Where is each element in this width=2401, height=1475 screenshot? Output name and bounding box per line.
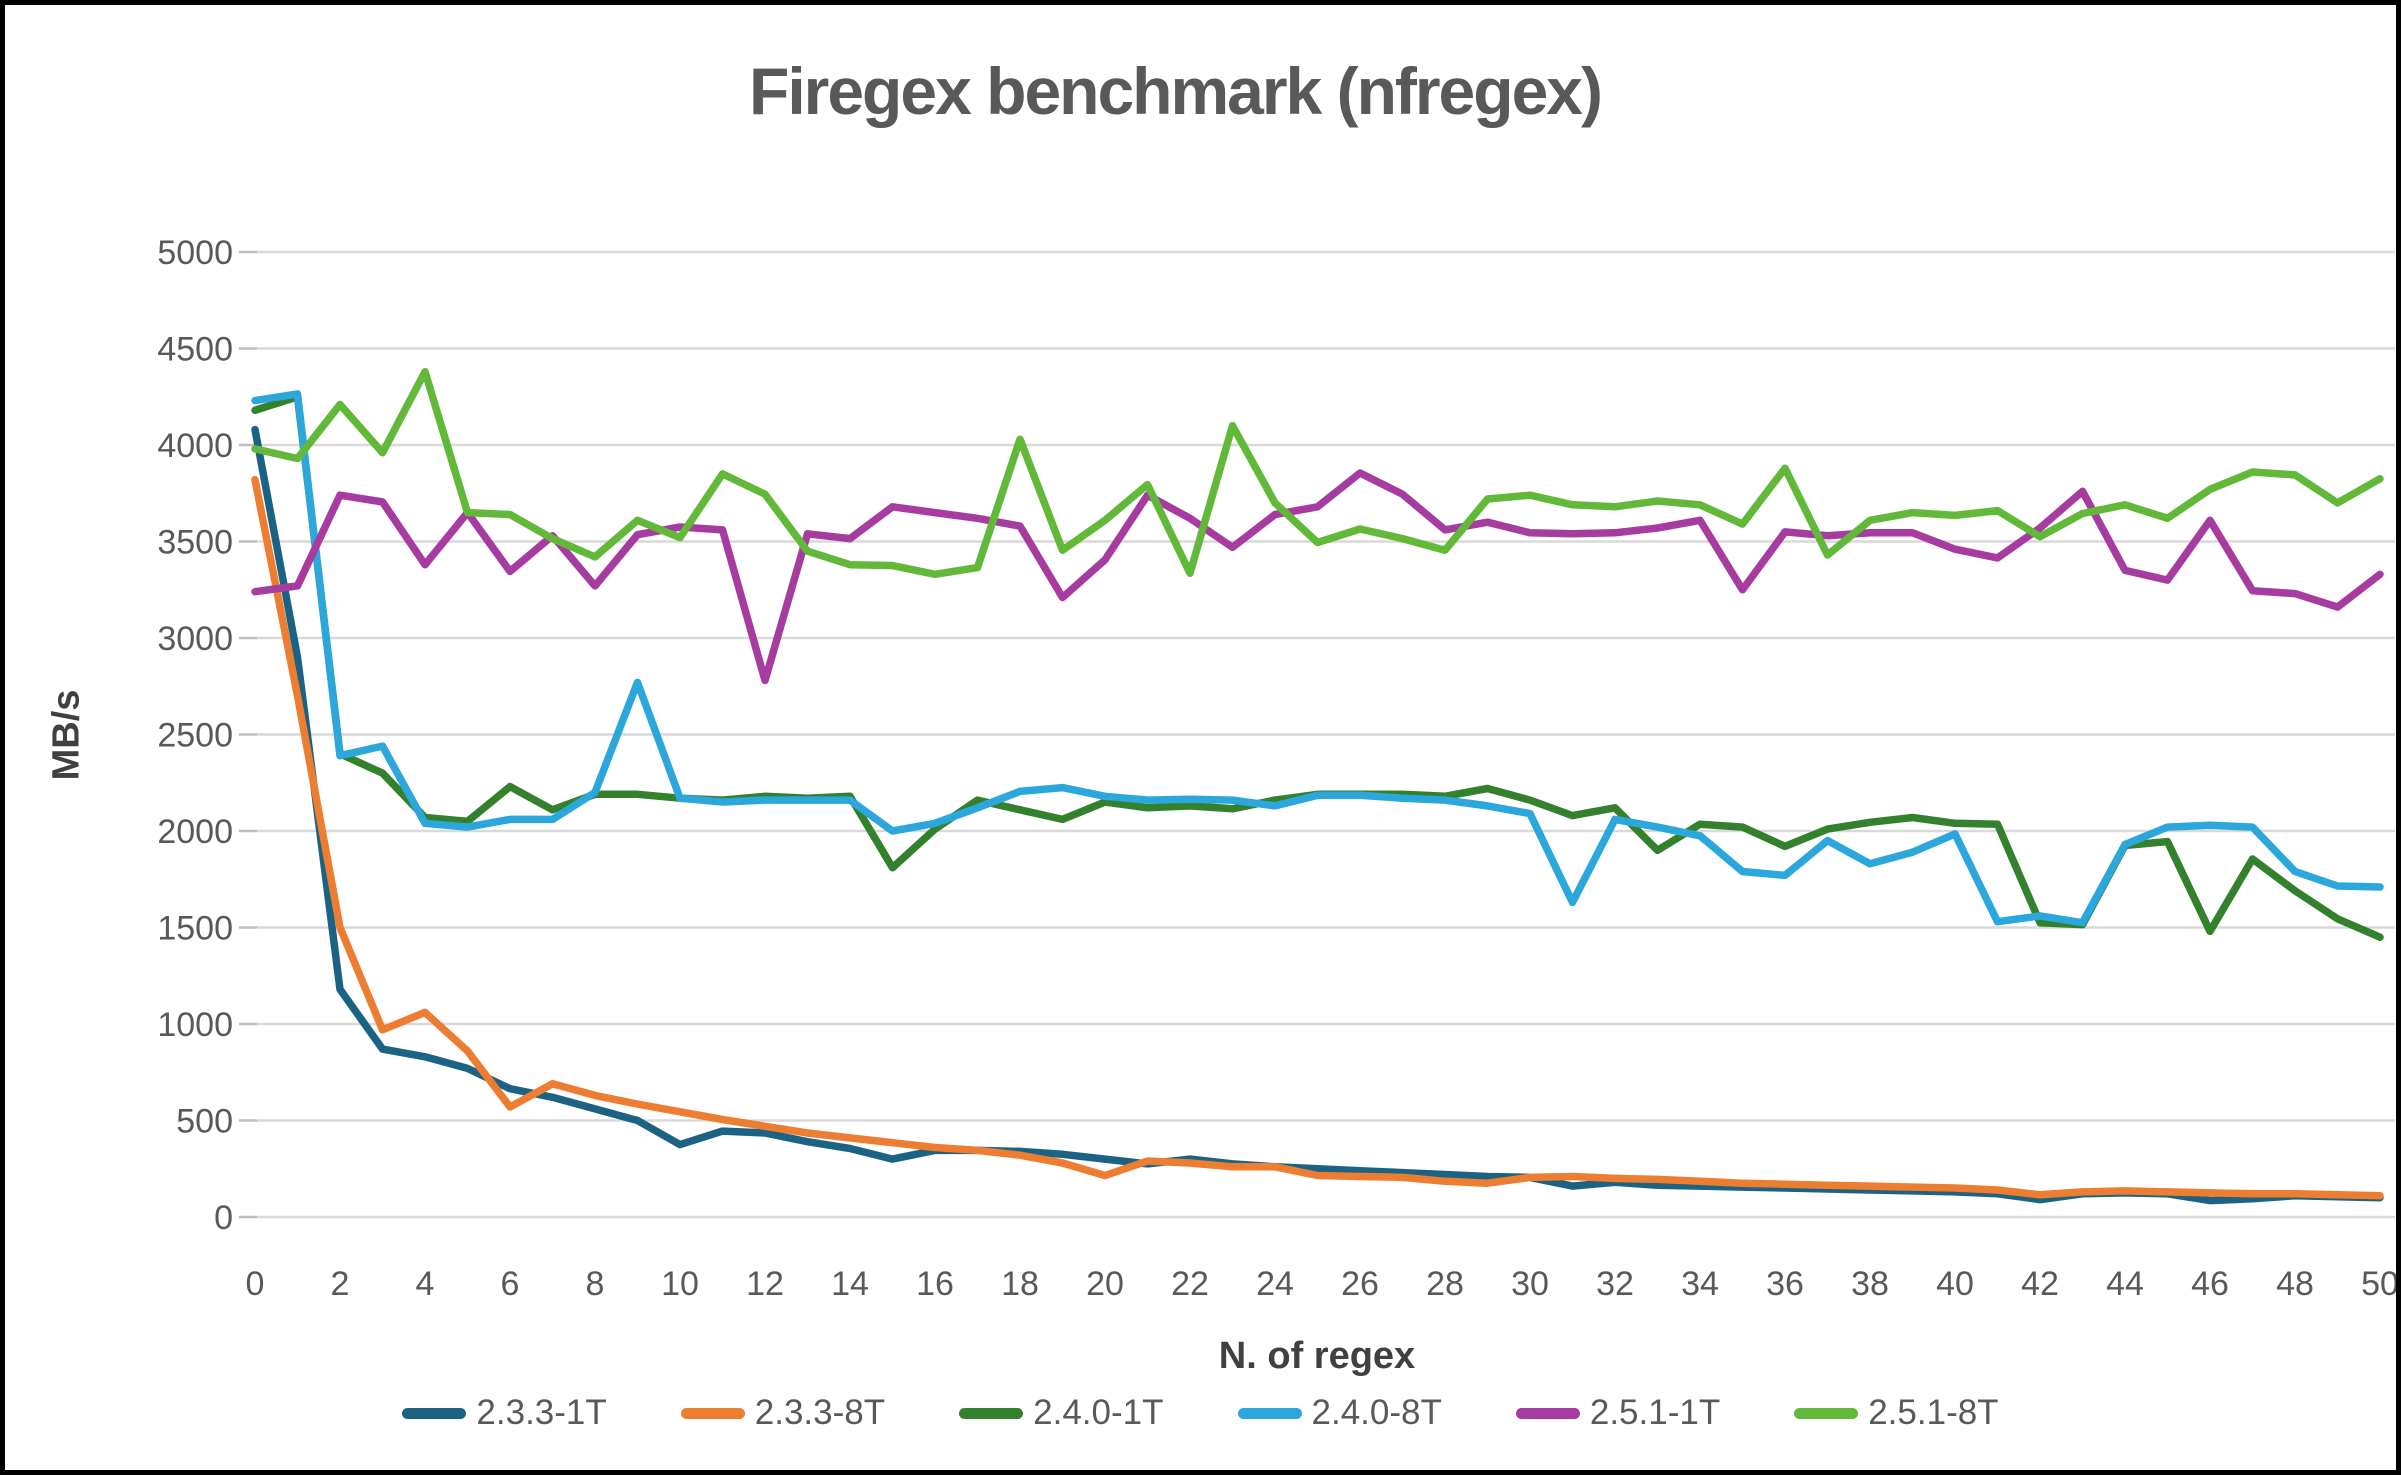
y-tick-label: 2000 — [157, 813, 233, 851]
x-tick-label: 36 — [1766, 1265, 1804, 1303]
x-tick-label: 34 — [1681, 1265, 1719, 1303]
x-tick-label: 20 — [1086, 1265, 1124, 1303]
chart-title: Firegex benchmark (nfregex) — [749, 54, 1603, 128]
legend-item-2.3.3-1T: 2.3.3-1T — [402, 1393, 607, 1433]
legend-swatch-icon — [1237, 1407, 1302, 1419]
legend-item-2.4.0-8T: 2.4.0-8T — [1237, 1393, 1442, 1433]
x-tick-label: 12 — [746, 1265, 784, 1303]
series-line-2.5.1-8T — [251, 367, 2384, 579]
x-tick-label: 32 — [1596, 1265, 1634, 1303]
legend-item-2.4.0-1T: 2.4.0-1T — [959, 1393, 1164, 1433]
y-tick-label: 3500 — [157, 524, 233, 562]
series-line-2.3.3-8T — [251, 475, 2384, 1200]
legend-label: 2.3.3-8T — [754, 1393, 886, 1432]
series-line-2.4.0-8T — [251, 390, 2384, 927]
x-tick-labels: 0 2 4 6 8 10 12 14 16 18 20 22 24 26 28 30 32 34 36 38 40 42 4… — [246, 1265, 2399, 1303]
x-tick-label: 46 — [2191, 1265, 2229, 1303]
legend-label: 2.4.0-1T — [1033, 1393, 1164, 1432]
x-tick-label: 28 — [1426, 1265, 1464, 1303]
legend-label: 2.5.1-1T — [1589, 1393, 1721, 1432]
y-tick-label: 4000 — [157, 427, 233, 465]
legend-swatch-icon — [959, 1407, 1024, 1419]
y-tick-label: 2500 — [157, 717, 233, 755]
series-line-2.3.3-1T — [251, 425, 2384, 1205]
x-tick-label: 24 — [1256, 1265, 1294, 1303]
x-tick-label: 48 — [2276, 1265, 2314, 1303]
series-line-2.4.0-1T — [251, 393, 2384, 941]
x-tick-label: 40 — [1936, 1265, 1974, 1303]
legend-swatch-icon — [680, 1407, 745, 1419]
x-tick-label: 6 — [501, 1265, 520, 1303]
x-tick-label: 2 — [331, 1265, 350, 1303]
x-tick-label: 16 — [916, 1265, 954, 1303]
legend-label: 2.5.1-8T — [1868, 1393, 1999, 1432]
x-tick-label: 10 — [661, 1265, 699, 1303]
legend-swatch-icon — [402, 1407, 467, 1419]
x-tick-label: 14 — [831, 1265, 869, 1303]
x-tick-label: 8 — [586, 1265, 605, 1303]
y-tick-marks — [239, 250, 257, 1219]
x-tick-label: 22 — [1171, 1265, 1209, 1303]
legend-item-2.5.1-8T: 2.5.1-8T — [1794, 1393, 1999, 1433]
x-tick-label: 50 — [2361, 1265, 2399, 1303]
x-tick-label: 30 — [1511, 1265, 1549, 1303]
legend-item-2.3.3-8T: 2.3.3-8T — [680, 1393, 886, 1433]
y-tick-labels: 0 500 1000 1500 2000 2500 3000 3500 4000 4500 5000 — [157, 234, 233, 1237]
y-tick-label: 500 — [176, 1103, 233, 1141]
x-tick-label: 18 — [1001, 1265, 1039, 1303]
legend-label: 2.3.3-1T — [476, 1393, 607, 1432]
x-tick-label: 38 — [1851, 1265, 1889, 1303]
legend: 2.3.3-1T 2.3.3-8T 2.4.0-1T 2.4.0-8T 2.5.1-1T… — [5, 1393, 2396, 1433]
legend-item-2.5.1-1T: 2.5.1-1T — [1515, 1393, 1721, 1433]
x-tick-label: 4 — [416, 1265, 435, 1303]
series-line-2.5.1-1T — [251, 469, 2384, 685]
y-tick-label: 1500 — [157, 910, 233, 948]
legend-swatch-icon — [1515, 1407, 1580, 1419]
x-tick-label: 0 — [246, 1265, 265, 1303]
x-tick-label: 26 — [1341, 1265, 1379, 1303]
y-tick-label: 4500 — [157, 331, 233, 369]
y-tick-label: 3000 — [157, 620, 233, 658]
legend-swatch-icon — [1794, 1407, 1859, 1419]
legend-label: 2.4.0-8T — [1311, 1393, 1442, 1432]
x-axis-title: N. of regex — [1218, 1335, 1416, 1377]
plot-area: 0500100015002000250030003500400045005000… — [157, 234, 2399, 1303]
y-tick-label: 1000 — [157, 1006, 233, 1044]
x-tick-label: 44 — [2106, 1265, 2144, 1303]
x-tick-label: 42 — [2021, 1265, 2059, 1303]
y-tick-label: 0 — [214, 1199, 233, 1237]
gridlines — [257, 250, 2395, 1219]
y-tick-label: 5000 — [157, 234, 233, 272]
